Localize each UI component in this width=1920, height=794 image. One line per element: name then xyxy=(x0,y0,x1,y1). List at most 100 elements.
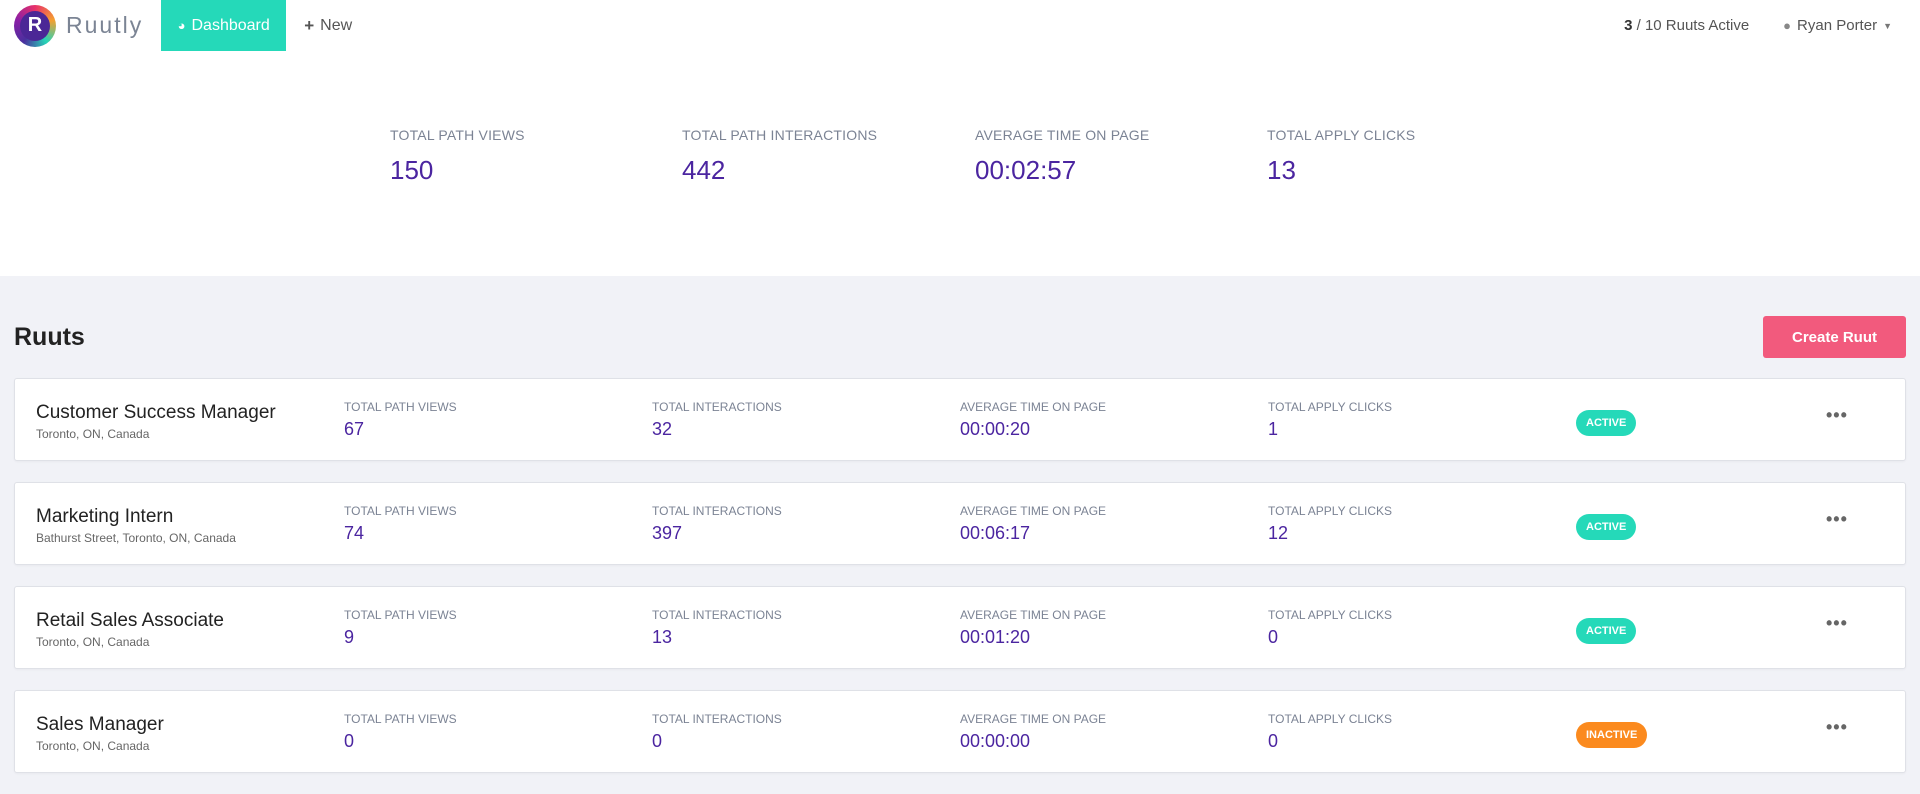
ruut-views: TOTAL PATH VIEWS 0 xyxy=(344,712,457,752)
ruut-views: TOTAL PATH VIEWS 74 xyxy=(344,504,457,544)
more-options-icon[interactable]: ••• xyxy=(1826,405,1848,425)
ruut-views: TOTAL PATH VIEWS 9 xyxy=(344,608,457,648)
stat-value: 442 xyxy=(682,155,726,185)
cell-value: 0 xyxy=(1268,627,1279,647)
more-options-icon[interactable]: ••• xyxy=(1826,717,1848,737)
ruut-title[interactable]: Retail Sales Associate xyxy=(36,610,224,631)
cell-value: 74 xyxy=(344,523,365,543)
cell-value: 397 xyxy=(652,523,683,543)
cell-label: AVERAGE TIME ON PAGE xyxy=(960,504,1107,518)
cell-value: 00:01:20 xyxy=(960,627,1031,647)
cell-value: 00:06:17 xyxy=(960,523,1031,543)
cell-value: 00:00:20 xyxy=(960,419,1031,439)
cell-label: AVERAGE TIME ON PAGE xyxy=(960,400,1107,414)
logo-mark-icon: R xyxy=(14,4,56,47)
caret-down-icon: ▼ xyxy=(1883,20,1892,31)
cell-value: 00:00:00 xyxy=(960,731,1031,751)
logo-letter: R xyxy=(20,10,50,41)
ruut-interactions: TOTAL INTERACTIONS 397 xyxy=(652,504,782,544)
ruut-time: AVERAGE TIME ON PAGE 00:00:20 xyxy=(960,400,1106,440)
cell-label: TOTAL INTERACTIONS xyxy=(652,712,782,726)
nav-dashboard[interactable]: ◕ Dashboard xyxy=(161,0,287,51)
brand-logo[interactable]: R Ruutly xyxy=(14,0,143,51)
stat-label: TOTAL PATH INTERACTIONS xyxy=(682,127,878,143)
cell-value: 0 xyxy=(1268,731,1279,751)
plus-icon: + xyxy=(304,15,315,35)
stat-label: AVERAGE TIME ON PAGE xyxy=(975,127,1150,143)
cell-label: TOTAL PATH VIEWS xyxy=(344,400,457,414)
status-badge: ACTIVE xyxy=(1576,514,1637,540)
ruut-location: Toronto, ON, Canada xyxy=(36,739,150,753)
ruuts-active-text: / 10 Ruuts Active xyxy=(1632,17,1750,34)
nav-new[interactable]: + New xyxy=(304,16,352,36)
stat-value: 150 xyxy=(390,155,434,185)
ruut-time: AVERAGE TIME ON PAGE 00:06:17 xyxy=(960,504,1106,544)
cell-label: TOTAL APPLY CLICKS xyxy=(1268,400,1393,414)
ruut-views: TOTAL PATH VIEWS 67 xyxy=(344,400,457,440)
nav-new-label: New xyxy=(320,16,353,34)
stat-label: TOTAL APPLY CLICKS xyxy=(1267,127,1416,143)
status-badge: ACTIVE xyxy=(1576,410,1637,436)
stat-total-path-interactions: TOTAL PATH INTERACTIONS 442 xyxy=(682,127,877,186)
ruut-time: AVERAGE TIME ON PAGE 00:01:20 xyxy=(960,608,1106,648)
ruut-row[interactable]: Retail Sales Associate Toronto, ON, Cana… xyxy=(14,586,1906,669)
stat-value: 00:02:57 xyxy=(975,155,1077,185)
cell-label: TOTAL INTERACTIONS xyxy=(652,400,782,414)
ruut-row[interactable]: Customer Success Manager Toronto, ON, Ca… xyxy=(14,378,1906,461)
ruut-clicks: TOTAL APPLY CLICKS 12 xyxy=(1268,504,1392,544)
cell-value: 12 xyxy=(1268,523,1289,543)
user-name: Ryan Porter xyxy=(1797,17,1878,34)
stat-average-time: AVERAGE TIME ON PAGE 00:02:57 xyxy=(975,127,1149,186)
stat-label: TOTAL PATH VIEWS xyxy=(390,127,525,143)
top-navbar: R Ruutly ◕ Dashboard + New 3 / 10 Ruuts … xyxy=(0,0,1920,51)
more-options-icon[interactable]: ••• xyxy=(1826,509,1848,529)
nav-dashboard-label: Dashboard xyxy=(191,16,270,34)
nav-right: 3 / 10 Ruuts Active ● Ryan Porter ▼ xyxy=(1624,0,1892,51)
cell-value: 0 xyxy=(344,731,355,751)
ruut-title[interactable]: Marketing Intern xyxy=(36,506,174,527)
ruut-clicks: TOTAL APPLY CLICKS 0 xyxy=(1268,712,1392,752)
cell-label: AVERAGE TIME ON PAGE xyxy=(960,712,1107,726)
cell-label: TOTAL PATH VIEWS xyxy=(344,504,457,518)
cell-value: 67 xyxy=(344,419,365,439)
cell-value: 32 xyxy=(652,419,673,439)
ruut-location: Bathurst Street, Toronto, ON, Canada xyxy=(36,531,236,545)
stat-total-path-views: TOTAL PATH VIEWS 150 xyxy=(390,127,525,186)
stat-value: 13 xyxy=(1267,155,1296,185)
ruut-row[interactable]: Sales Manager Toronto, ON, Canada TOTAL … xyxy=(14,690,1906,773)
cell-value: 0 xyxy=(652,731,663,751)
cell-label: TOTAL INTERACTIONS xyxy=(652,608,782,622)
ruut-row[interactable]: Marketing Intern Bathurst Street, Toront… xyxy=(14,482,1906,565)
user-menu[interactable]: ● Ryan Porter ▼ xyxy=(1783,17,1892,34)
cell-label: TOTAL APPLY CLICKS xyxy=(1268,712,1393,726)
ruut-interactions: TOTAL INTERACTIONS 13 xyxy=(652,608,782,648)
user-icon: ● xyxy=(1783,18,1792,33)
ruut-title[interactable]: Sales Manager xyxy=(36,714,164,735)
ruuts-active-count: 3 xyxy=(1624,17,1633,34)
ruut-title[interactable]: Customer Success Manager xyxy=(36,402,276,423)
ruut-clicks: TOTAL APPLY CLICKS 0 xyxy=(1268,608,1392,648)
cell-label: TOTAL PATH VIEWS xyxy=(344,608,457,622)
summary-stats: TOTAL PATH VIEWS 150 TOTAL PATH INTERACT… xyxy=(0,51,1920,276)
dashboard-gauge-icon: ◕ xyxy=(177,18,186,33)
more-options-icon[interactable]: ••• xyxy=(1826,613,1848,633)
cell-label: TOTAL APPLY CLICKS xyxy=(1268,608,1393,622)
status-badge: INACTIVE xyxy=(1576,722,1648,748)
create-ruut-button[interactable]: Create Ruut xyxy=(1763,316,1906,358)
cell-value: 9 xyxy=(344,627,355,647)
status-badge: ACTIVE xyxy=(1576,618,1637,644)
section-title: Ruuts xyxy=(14,323,85,351)
ruuts-active-counter: 3 / 10 Ruuts Active xyxy=(1624,17,1749,34)
cell-label: TOTAL PATH VIEWS xyxy=(344,712,457,726)
ruut-location: Toronto, ON, Canada xyxy=(36,635,150,649)
cell-label: TOTAL APPLY CLICKS xyxy=(1268,504,1393,518)
ruuts-list: Customer Success Manager Toronto, ON, Ca… xyxy=(14,378,1906,794)
cell-value: 1 xyxy=(1268,419,1279,439)
ruut-clicks: TOTAL APPLY CLICKS 1 xyxy=(1268,400,1392,440)
ruut-interactions: TOTAL INTERACTIONS 0 xyxy=(652,712,782,752)
stat-total-apply-clicks: TOTAL APPLY CLICKS 13 xyxy=(1267,127,1415,186)
ruut-time: AVERAGE TIME ON PAGE 00:00:00 xyxy=(960,712,1106,752)
ruut-location: Toronto, ON, Canada xyxy=(36,427,150,441)
ruut-interactions: TOTAL INTERACTIONS 32 xyxy=(652,400,782,440)
cell-label: AVERAGE TIME ON PAGE xyxy=(960,608,1107,622)
